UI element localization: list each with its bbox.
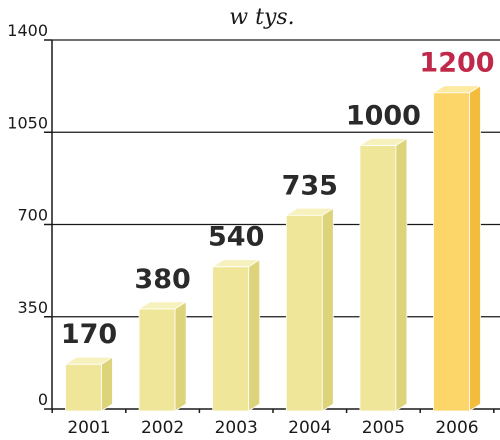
data-label-2005: 1000 [346,100,421,131]
bar-front [285,214,323,412]
y-tick-label: 700 [17,206,48,225]
bar-side [248,258,261,412]
chart-subtitle: w tys. [229,5,294,30]
bar-side [395,137,408,412]
y-tick-label: 350 [17,298,48,317]
bar-top [284,207,335,216]
bar-2001 [64,356,114,412]
x-tick-label: 2005 [362,418,405,438]
bar-2002 [137,301,188,412]
bar-2003 [211,258,262,412]
data-label-2006: 1200 [419,48,494,79]
bar-front [138,308,176,412]
bar-front [212,266,250,412]
x-tick-label: 2003 [215,418,258,438]
data-labels: 170 380 540 735 1000 1200 [61,48,495,350]
y-tick-label: 0 [38,390,48,409]
bars [64,84,482,412]
bar-2005 [358,137,409,412]
bar-top [211,259,262,268]
y-tick-label: 1400 [7,21,48,40]
data-label-2002: 380 [134,264,190,295]
x-tick-label: 2001 [67,418,110,438]
data-label-2003: 540 [208,222,264,253]
bar-front [65,363,102,412]
data-label-2001: 170 [61,319,117,350]
bar-top [64,356,114,365]
bar-2006 [432,84,482,412]
bar-side [469,84,481,412]
x-axis-ticks: 2001 2002 2003 2004 2005 2006 [51,409,495,438]
bar-side [101,356,113,412]
y-tick-label: 1050 [7,113,48,132]
bar-top [432,85,482,94]
bar-2004 [284,207,335,412]
bar-top [358,138,409,146]
gridlines [52,39,500,318]
bar-front [359,145,397,412]
x-tick-label: 2004 [288,418,331,438]
x-tick-label: 2006 [435,418,478,438]
bar-top [137,301,188,310]
bar-front [433,92,470,412]
x-tick-label: 2002 [141,418,184,438]
data-label-2004: 735 [282,170,338,201]
bar-side [174,301,187,412]
y-axis-ticks: 0 350 700 1050 1400 [7,21,52,410]
bar-side [321,207,334,412]
